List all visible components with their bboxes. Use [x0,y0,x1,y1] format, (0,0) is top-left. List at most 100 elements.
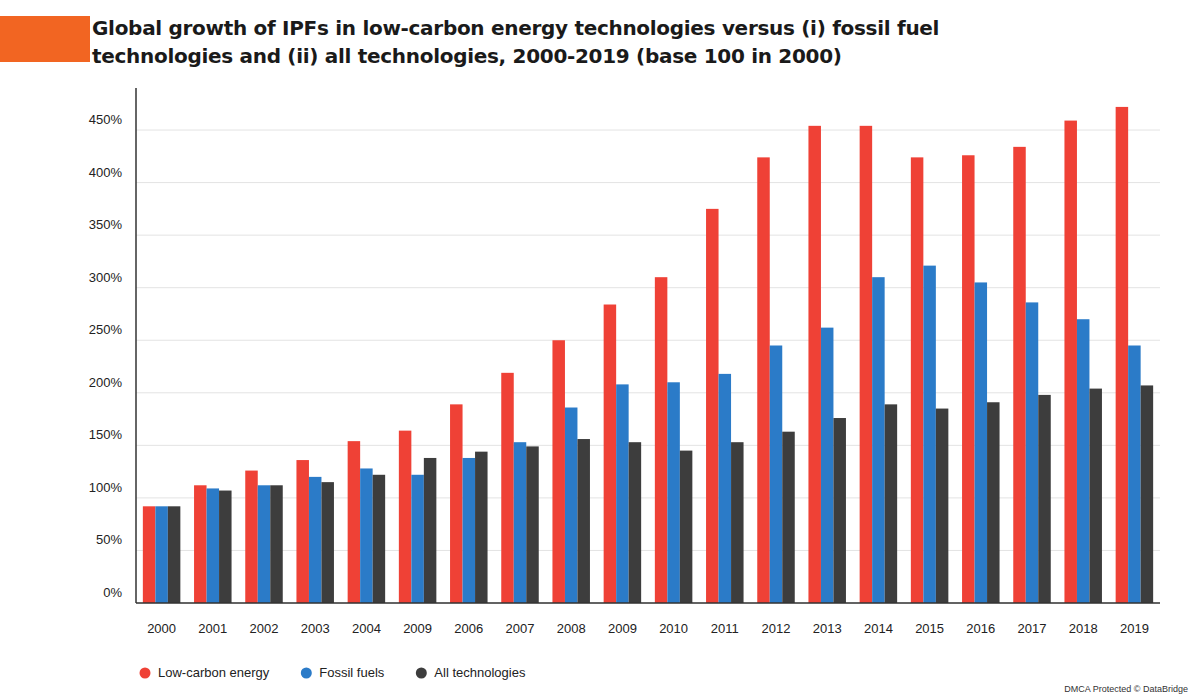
bar [782,432,795,603]
x-tick-label: 2010 [659,621,688,636]
grid-line [136,130,1160,131]
bar [168,506,181,603]
bar [424,458,437,603]
bar [655,277,668,603]
bar [411,475,424,603]
legend-label: Fossil fuels [319,665,385,680]
bar [667,382,680,603]
bar [348,441,361,603]
x-tick-label: 2014 [864,621,893,636]
y-tick-label: 50% [96,532,122,547]
x-tick-label: 2006 [454,621,483,636]
bar [1038,395,1051,603]
x-tick-label: 2011 [711,621,739,636]
grid-line [136,287,1160,288]
y-tick-label: 150% [89,427,123,442]
y-tick-label: 300% [89,270,123,285]
bar [1064,121,1077,603]
grid-line [136,445,1160,446]
bar [219,491,232,603]
x-tick-label: 2017 [1018,621,1047,636]
bar [860,126,873,603]
bar [833,418,846,603]
x-tick-label: 2001 [198,621,227,636]
y-tick-label: 450% [89,112,123,127]
bar [194,485,207,603]
bar [207,488,220,603]
bar [450,404,463,603]
legend-item: Fossil fuels [301,665,385,680]
legend-swatch [301,668,312,679]
bar [309,477,322,603]
y-tick-label: 0% [103,585,122,600]
legend-label: Low-carbon energy [158,665,270,680]
bar [987,402,1000,603]
x-tick-label: 2019 [1120,621,1149,636]
bar [463,458,476,603]
bar [821,328,834,603]
x-axis [136,602,1160,604]
bar [923,266,936,603]
bar [526,446,539,603]
bar [1116,107,1129,603]
grid-line [136,340,1160,341]
bar [296,460,309,603]
bar [770,346,783,604]
chart: 0% 50% 100% 150% 200% 250% 300% 350% 400% 450% 200… [0,0,1200,700]
grid-line [136,497,1160,498]
bar [155,506,168,603]
bar [399,431,412,603]
bar [731,442,744,603]
bar [373,475,386,603]
footer-note: DMCA Protected © DataBridge [1064,684,1188,694]
legend-item: All technologies [416,665,526,680]
legend-label: All technologies [434,665,526,680]
bar [962,155,975,603]
y-tick-label: 400% [89,165,123,180]
bar [975,282,988,603]
x-tick-label: 2000 [147,621,176,636]
title-accent [0,16,90,62]
x-tick-label: 2003 [301,621,330,636]
bar [1077,319,1090,603]
x-tick-label: 2015 [915,621,944,636]
bar [808,126,821,603]
bar [245,471,258,603]
grid-line [136,235,1160,236]
bar [604,305,617,603]
bar [501,373,514,603]
bar [680,451,693,603]
bar [143,506,156,603]
legend-swatch [416,668,427,679]
x-tick-label: 2018 [1069,621,1098,636]
y-tick-label: 250% [89,322,123,337]
x-tick-label: 2013 [813,621,842,636]
bar [1128,346,1141,604]
chart-title: Global growth of IPFs in low-carbon ener… [92,14,992,70]
x-tick-label: 2004 [352,621,381,636]
y-axis [135,88,137,603]
x-tick-label: 2008 [557,621,586,636]
x-tick-label: 2012 [762,621,791,636]
bar [1026,302,1039,603]
bar [1013,147,1026,603]
x-tick-label: 2009 [403,621,432,636]
y-tick-label: 200% [89,375,123,390]
grid-line [136,182,1160,183]
bar [552,340,565,603]
bar [706,209,719,603]
bar [911,157,924,603]
bar [360,468,373,603]
x-tick-label: 2002 [250,621,279,636]
bar [616,384,629,603]
bar [629,442,642,603]
bar [321,482,334,603]
bar [270,485,283,603]
bar [258,485,271,603]
bar [514,442,527,603]
x-tick-label: 2016 [966,621,995,636]
y-tick-label: 350% [89,217,123,232]
grid-line [136,603,1160,604]
x-tick-label: 2007 [506,621,535,636]
y-tick-label: 100% [89,480,123,495]
